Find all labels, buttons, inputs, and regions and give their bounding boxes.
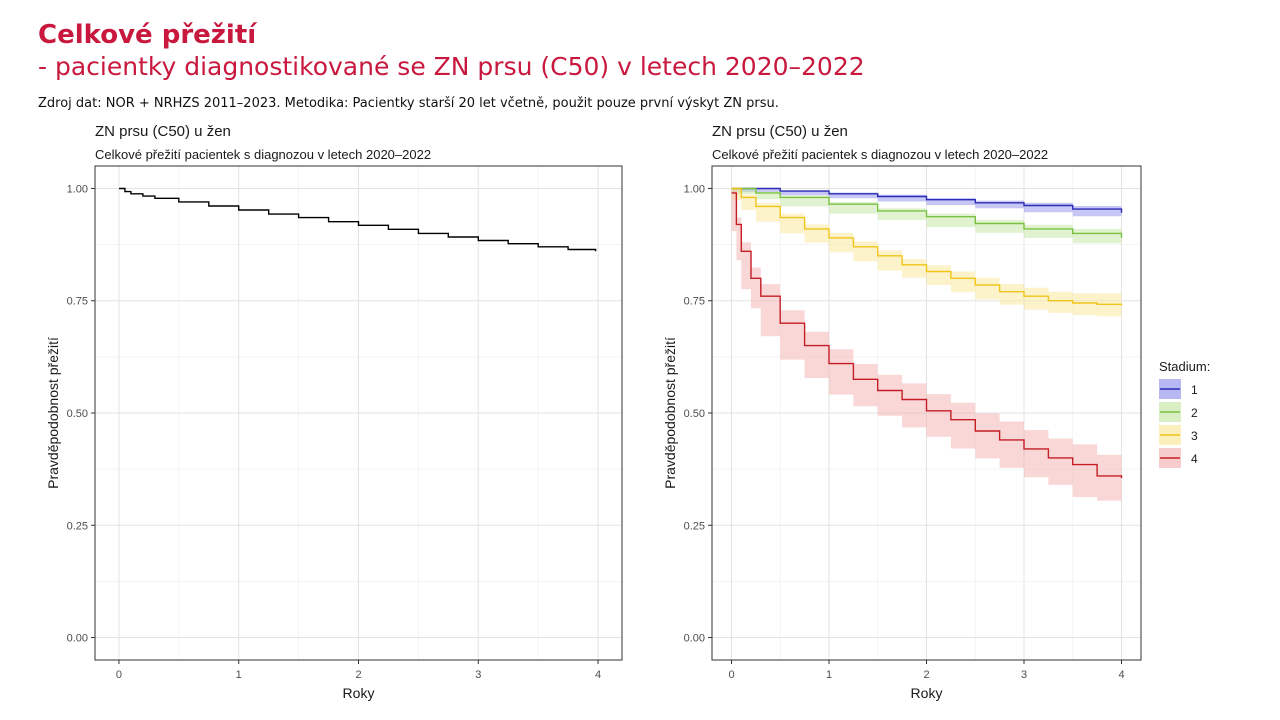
survival-line-0 <box>119 187 597 252</box>
chart-title: ZN prsu (C50) u žen <box>712 123 848 140</box>
survival-line-3 <box>731 187 1123 306</box>
legend-label: 2 <box>1191 406 1198 420</box>
survival-line-1 <box>731 187 1123 213</box>
legend-title: Stadium: <box>1159 359 1210 374</box>
legend-label: 3 <box>1191 429 1198 443</box>
slide-subtitle: - pacientky diagnostikované se ZN prsu (… <box>38 51 865 81</box>
legend-item-4: 4 <box>1159 448 1198 468</box>
y-tick-label: 1.00 <box>67 183 88 195</box>
x-axis-label: Roky <box>911 685 943 701</box>
legend-label: 4 <box>1191 452 1198 466</box>
confidence-band-4 <box>731 190 1122 501</box>
y-tick-label: 1.00 <box>684 183 705 195</box>
chart-title: ZN prsu (C50) u žen <box>95 123 231 140</box>
slide-title-block: Celkové přežití - pacientky diagnostikov… <box>38 20 865 82</box>
chart-subtitle: Celkové přežití pacientek s diagnozou v … <box>712 147 1048 162</box>
legend-item-3: 3 <box>1159 425 1198 445</box>
x-tick-label: 1 <box>826 669 832 681</box>
x-tick-label: 0 <box>728 669 734 681</box>
survival-line-4 <box>731 192 1123 479</box>
x-tick-label: 3 <box>475 669 481 681</box>
x-tick-label: 3 <box>1021 669 1027 681</box>
x-tick-label: 4 <box>595 669 601 681</box>
legend-label: 1 <box>1191 383 1198 397</box>
slide-title: Celkové přežití <box>38 20 257 50</box>
x-tick-label: 2 <box>923 669 929 681</box>
x-tick-label: 0 <box>116 669 122 681</box>
y-axis-label: Pravděpodobnost přežití <box>662 337 678 489</box>
y-tick-label: 0.50 <box>684 408 705 420</box>
confidence-band-3 <box>731 188 1122 317</box>
y-tick-label: 0.75 <box>67 296 88 308</box>
y-tick-label: 0.25 <box>67 520 88 532</box>
x-tick-label: 1 <box>236 669 242 681</box>
legend-item-1: 1 <box>1159 379 1198 399</box>
data-source-note: Zdroj dat: NOR + NRHZS 2011–2023. Metodi… <box>38 96 779 111</box>
survival-chart-overall: ZN prsu (C50) u žen Celkové přežití pacie… <box>45 123 623 701</box>
x-axis-label: Roky <box>343 685 375 701</box>
chart-subtitle: Celkové přežití pacientek s diagnozou v … <box>95 147 431 162</box>
y-tick-label: 0.00 <box>684 633 705 645</box>
y-tick-label: 0.75 <box>684 296 705 308</box>
confidence-band-1 <box>731 188 1122 217</box>
survival-chart-by-stage: ZN prsu (C50) u žen Celkové přežití pacie… <box>662 123 1210 701</box>
x-tick-label: 2 <box>355 669 361 681</box>
y-tick-label: 0.25 <box>684 520 705 532</box>
survival-line-2 <box>731 187 1123 238</box>
y-tick-label: 0.50 <box>67 408 88 420</box>
legend-item-2: 2 <box>1159 402 1198 422</box>
y-tick-label: 0.00 <box>67 633 88 645</box>
y-axis-label: Pravděpodobnost přežití <box>45 337 61 489</box>
x-tick-label: 4 <box>1118 669 1124 681</box>
